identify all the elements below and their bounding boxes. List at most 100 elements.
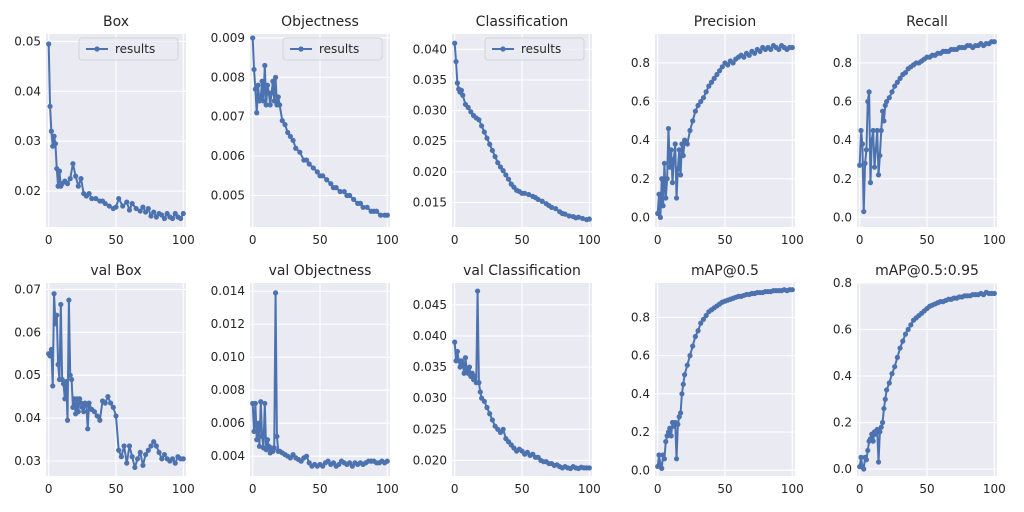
- y-tick-label: 0.4: [833, 369, 852, 383]
- data-point: [48, 346, 54, 353]
- data-point: [703, 312, 709, 319]
- data-point: [113, 204, 119, 210]
- data-point: [105, 394, 111, 400]
- data-point: [161, 215, 168, 222]
- data-point: [129, 454, 135, 460]
- data-point: [102, 200, 108, 207]
- data-point: [67, 372, 73, 378]
- data-point: [692, 333, 698, 340]
- data-point: [902, 331, 909, 337]
- legend-marker: [500, 46, 506, 52]
- data-point: [660, 203, 666, 209]
- data-point: [341, 188, 347, 195]
- data-point: [489, 147, 495, 154]
- data-point: [668, 433, 674, 439]
- data-point: [484, 404, 490, 411]
- data-point: [889, 371, 895, 377]
- data-point: [495, 160, 501, 166]
- x-tick-label: 0: [856, 233, 864, 247]
- data-point: [477, 389, 483, 395]
- y-tick-label: 0.030: [413, 104, 447, 118]
- data-point: [78, 176, 84, 182]
- data-point: [687, 127, 693, 134]
- data-point: [680, 152, 686, 159]
- data-point: [453, 58, 459, 65]
- y-tick-label: 0.6: [833, 95, 852, 109]
- data-point: [178, 215, 184, 222]
- data-point: [254, 437, 260, 443]
- data-point: [466, 364, 473, 370]
- data-point: [866, 89, 872, 95]
- data-point: [151, 209, 157, 215]
- data-point: [487, 411, 493, 417]
- x-tick-label: 100: [578, 233, 601, 247]
- y-tick-label: 0.020: [413, 165, 447, 179]
- data-point: [258, 399, 264, 405]
- data-point: [725, 62, 731, 68]
- data-point: [889, 89, 895, 95]
- data-point: [303, 157, 310, 163]
- data-point: [255, 420, 261, 426]
- data-point: [858, 127, 864, 134]
- data-point: [859, 141, 865, 147]
- y-tick-label: 0.0: [833, 210, 852, 224]
- data-point: [256, 98, 263, 104]
- data-point: [661, 456, 668, 462]
- data-point: [892, 83, 898, 89]
- data-point: [89, 195, 95, 202]
- data-point: [676, 147, 682, 153]
- data-point: [81, 409, 87, 415]
- data-point: [867, 180, 874, 186]
- y-tick-label: 0.0: [631, 463, 650, 477]
- data-point: [161, 451, 168, 458]
- legend-box: [484, 37, 585, 61]
- data-point: [252, 86, 258, 92]
- legend: results: [484, 37, 585, 61]
- panel-title: val Box: [90, 263, 141, 279]
- data-point: [870, 127, 876, 134]
- data-point: [673, 195, 680, 201]
- y-tick-label: 0.006: [211, 149, 245, 163]
- data-point: [711, 75, 717, 81]
- data-point: [91, 409, 98, 415]
- data-point: [153, 443, 159, 449]
- data-point: [320, 173, 326, 179]
- x-tick-label: 50: [717, 233, 732, 247]
- panel-title: Box: [103, 14, 129, 30]
- data-point: [47, 353, 53, 359]
- data-point: [252, 400, 258, 407]
- data-point: [690, 343, 696, 349]
- data-point: [116, 447, 122, 453]
- data-point: [64, 181, 71, 187]
- data-point: [47, 103, 53, 109]
- data-point: [77, 396, 83, 402]
- data-point: [259, 78, 265, 84]
- panel-title: Classification: [476, 14, 569, 30]
- y-tick-label: 0.02: [14, 184, 41, 198]
- data-point: [695, 328, 701, 334]
- data-point: [874, 127, 880, 134]
- data-point: [489, 417, 495, 423]
- data-point: [692, 108, 698, 114]
- data-point: [62, 396, 68, 402]
- data-point: [351, 196, 357, 203]
- data-point: [671, 156, 677, 163]
- panel-title: Precision: [694, 14, 756, 30]
- x-tick-label: 0: [249, 233, 257, 247]
- data-point: [562, 211, 568, 217]
- data-point: [297, 149, 303, 155]
- data-point: [717, 68, 723, 74]
- data-point: [873, 147, 879, 153]
- data-point: [52, 321, 59, 327]
- data-point: [254, 110, 260, 116]
- data-point: [63, 379, 69, 385]
- x-tick-label: 100: [578, 482, 601, 496]
- data-point: [384, 458, 390, 464]
- panel-title: Objectness: [281, 14, 359, 30]
- y-tick-label: 0.005: [211, 188, 245, 202]
- x-tick-label: 100: [172, 233, 195, 247]
- data-point: [285, 129, 291, 136]
- legend: results: [282, 37, 383, 61]
- y-tick-label: 0.6: [631, 349, 650, 363]
